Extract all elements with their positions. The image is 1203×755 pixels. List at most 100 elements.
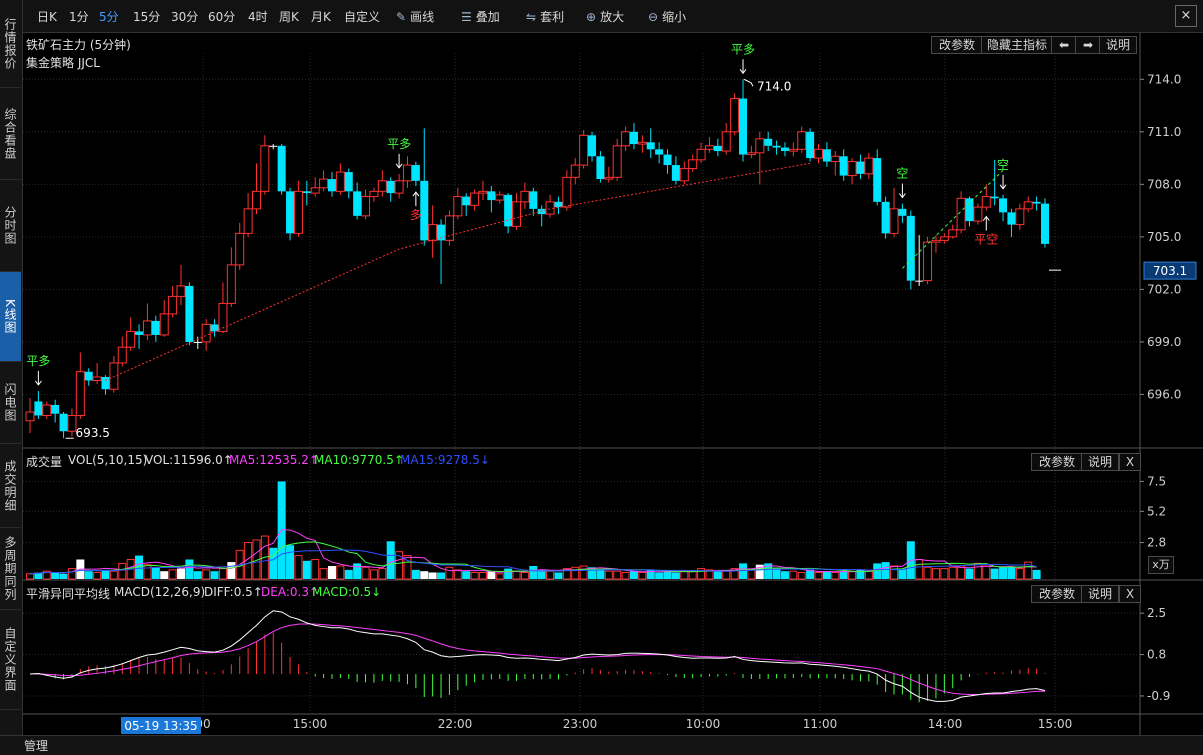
edit-params-button[interactable]: 改参数: [931, 36, 983, 54]
volume-bar: [378, 568, 387, 580]
current-price-badge: [1143, 261, 1197, 280]
close-window-button[interactable]: ×: [1175, 5, 1197, 27]
price-tick-label: 711.0: [1147, 125, 1181, 139]
candle-body: [51, 404, 60, 414]
volume-ma15-line: [29, 549, 1037, 575]
sidebar-tab-5[interactable]: 成交明细: [0, 444, 21, 528]
signal-label: 多: [410, 208, 422, 222]
period-1-button[interactable]: 1分: [69, 10, 89, 24]
candle-body: [956, 197, 966, 231]
sidebar-tab-7[interactable]: 自定义界面: [0, 610, 21, 710]
volume-bar: [437, 572, 446, 579]
period-3-button[interactable]: 15分: [133, 10, 161, 24]
period-5-button[interactable]: 60分: [208, 10, 236, 24]
instrument-title: 铁矿石主力 (5分钟): [26, 38, 131, 52]
candle-body: [101, 376, 110, 390]
period-7-button[interactable]: 周K: [279, 10, 299, 24]
candle-body: [671, 165, 680, 181]
candle-body: [176, 285, 186, 297]
candle-body: [588, 135, 597, 157]
volume-bar: [931, 568, 940, 580]
sidebar-tab-3[interactable]: K线图: [0, 272, 21, 362]
volume-bar: [822, 571, 831, 579]
candle-body: [713, 145, 722, 152]
candle-body: [470, 192, 480, 206]
period-9-button[interactable]: 自定义: [344, 10, 381, 24]
help-button[interactable]: 说明: [1099, 36, 1137, 54]
candle-body: [721, 131, 731, 152]
volume-help-button[interactable]: 说明: [1081, 453, 1119, 471]
time-tick-label: 23:00: [563, 717, 598, 731]
manage-button[interactable]: 管理: [24, 739, 49, 753]
volume-bar: [831, 571, 840, 580]
tool-stack-button[interactable]: ☰ 叠加: [461, 8, 500, 25]
signal-arrowhead: [739, 68, 747, 75]
macd-params-legend: MACD(12,26,9): [114, 585, 206, 599]
macd-diff-legend: DIFF:0.5↑: [204, 585, 263, 599]
time-tick-label: 15:00: [293, 717, 328, 731]
price-tick-label: 708.0: [1147, 177, 1181, 191]
macd-tick-label: -0.9: [1147, 689, 1170, 703]
volume-close-button[interactable]: X: [1119, 453, 1141, 471]
volume-bar: [881, 562, 890, 579]
candle-body: [646, 142, 655, 150]
period-6-button[interactable]: 4时: [248, 10, 268, 24]
sidebar-tab-1[interactable]: 综合看盘: [0, 88, 21, 180]
volume-bar: [839, 571, 848, 579]
diff-line: [29, 610, 1046, 702]
signal-label: 空: [896, 167, 908, 181]
volume-bar: [336, 565, 345, 580]
volume-bar: [915, 558, 924, 580]
volume-bar: [411, 569, 420, 579]
candle-body: [386, 180, 395, 194]
volume-bar: [780, 571, 789, 579]
volume-bar: [361, 566, 370, 580]
volume-bar: [118, 562, 127, 580]
left-arrow-button[interactable]: ⬅: [1051, 36, 1077, 54]
candle-body: [629, 131, 638, 145]
candle-body: [453, 196, 463, 217]
sidebar-tab-4[interactable]: 闪电图: [0, 362, 21, 444]
volume-bar: [546, 570, 555, 580]
time-tick-label: 15:00: [1038, 717, 1073, 731]
candle-body: [487, 191, 496, 201]
period-0-button[interactable]: 日K: [37, 10, 57, 24]
volume-bar: [680, 570, 689, 580]
candle-body: [1032, 201, 1041, 204]
sidebar-tab-2[interactable]: 分时图: [0, 180, 21, 272]
macd-edit-params-button[interactable]: 改参数: [1031, 585, 1083, 603]
hide-main-indicator-button[interactable]: 隐藏主指标: [981, 36, 1053, 54]
volume-bar: [965, 568, 974, 579]
volume-tick-label: 2.8: [1147, 536, 1166, 550]
candle-body: [604, 176, 614, 180]
candle-body: [34, 401, 43, 416]
period-8-button[interactable]: 月K: [311, 10, 331, 24]
sidebar-tab-0[interactable]: 行情报价: [0, 0, 21, 88]
right-arrow-button[interactable]: ➡: [1075, 36, 1101, 54]
volume-edit-params-button[interactable]: 改参数: [1031, 453, 1083, 471]
volume-bar: [520, 571, 529, 580]
volume-bar: [227, 562, 236, 579]
tool-arbitrage-button[interactable]: ⇋ 套利: [526, 8, 564, 25]
volume-bar: [185, 559, 194, 579]
volume-bar: [512, 570, 521, 580]
macd-help-button[interactable]: 说明: [1081, 585, 1119, 603]
period-2-button[interactable]: 5分: [99, 10, 119, 24]
volume-bar: [395, 551, 404, 580]
volume-bar: [59, 573, 68, 579]
kline-chart-svg[interactable]: 714.0 711.0 708.0 705.0 702.0 699.0 696.0 714.0…: [23, 33, 1203, 735]
candle-body: [679, 168, 689, 182]
tool-pencil-button[interactable]: ✎ 画线: [396, 8, 434, 25]
macd-close-button[interactable]: X: [1119, 585, 1141, 603]
candle-body: [780, 147, 789, 152]
tool-zoom-out-button[interactable]: ⊖ 缩小: [648, 8, 686, 25]
candle-body: [939, 236, 949, 241]
candle-body: [185, 285, 194, 342]
sidebar-tab-6[interactable]: 多周期同列: [0, 528, 21, 610]
tool-zoom-in-button[interactable]: ⊕ 放大: [586, 8, 624, 25]
volume-bar: [202, 569, 211, 580]
candle-body: [730, 98, 740, 133]
vol-ma15-legend: MA15:9278.5↓: [400, 453, 490, 467]
period-4-button[interactable]: 30分: [171, 10, 199, 24]
volume-bar: [747, 569, 756, 580]
